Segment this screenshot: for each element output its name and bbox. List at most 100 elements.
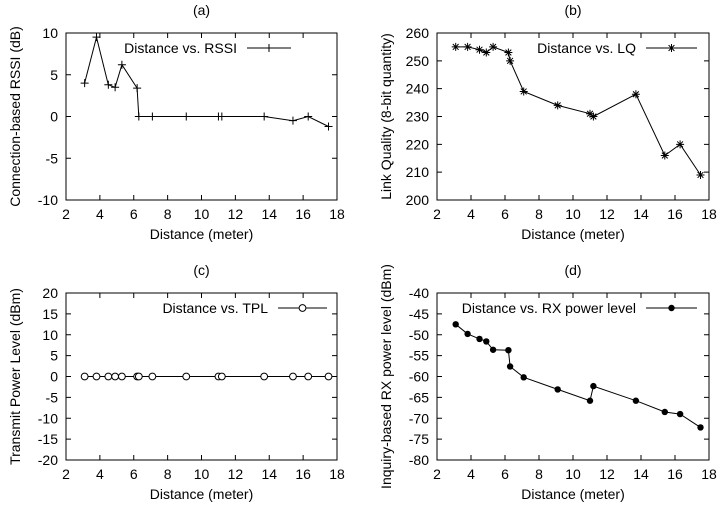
- panel-c-legend-label: Distance vs. TPL: [162, 300, 268, 316]
- panel-b-data-point: [506, 56, 515, 65]
- panel-d-data-point: [586, 397, 594, 404]
- panel-b-legend-label: Distance vs. LQ: [537, 40, 636, 56]
- panel-c-y-tick-label: -15: [38, 431, 58, 447]
- panel-c-y-tick-label: -20: [38, 452, 58, 468]
- panel-b-data-point: [482, 48, 491, 57]
- panel-c-data-point: [289, 372, 297, 381]
- panel-b-data-point: [504, 48, 513, 57]
- panel-c-x-tick-label: 12: [228, 466, 244, 482]
- panel-c-y-axis-title: Transmit Power Level (dBm): [7, 288, 23, 465]
- panel-d-data-point: [506, 363, 514, 370]
- panel-d-data-point: [505, 346, 512, 354]
- panel-c-legend-marker: [298, 304, 307, 312]
- panel-d-x-tick-label: 14: [633, 466, 649, 482]
- panel-c-x-tick-label: 8: [164, 466, 172, 482]
- panel-b-data-point: [451, 42, 460, 51]
- panel-b-data-point: [489, 42, 498, 51]
- panel-d-x-tick-label: 8: [535, 466, 543, 482]
- panel-d-y-tick-label: -65: [409, 389, 429, 405]
- panel-c-x-tick-label: 16: [295, 466, 311, 482]
- panel-a-data-point: [324, 122, 333, 131]
- panel-a-data-point: [92, 33, 101, 42]
- panel-c-x-axis-title: Distance (meter): [150, 486, 253, 502]
- panel-d-data-point: [590, 382, 597, 390]
- panel-d-x-tick-label: 2: [433, 466, 441, 482]
- panel-d-label: (d): [564, 262, 581, 278]
- panel-d-data-point: [476, 335, 483, 343]
- panel-a-y-tick-label: 10: [42, 25, 58, 41]
- panel-b-y-tick-label: 220: [406, 136, 430, 152]
- panel-b-x-tick-label: 6: [501, 206, 509, 222]
- panel-b-data-point: [475, 45, 484, 54]
- panel-a-data-point: [217, 112, 226, 121]
- panel-a-x-tick-label: 2: [62, 206, 70, 222]
- panel-d-data-point: [483, 338, 490, 345]
- panel-d-data-point: [554, 386, 561, 393]
- panel-b-data-point: [553, 101, 562, 110]
- panel-d-data-point: [520, 374, 527, 381]
- panel-a-y-tick-label: 5: [50, 67, 58, 83]
- panel-a-y-tick-label: -5: [46, 150, 59, 166]
- panel-a-data-point: [134, 112, 143, 121]
- panel-c-label: (c): [193, 262, 209, 278]
- panel-d-y-tick-label: -40: [409, 285, 429, 301]
- panel-c-y-tick-label: -5: [46, 389, 59, 405]
- panel-a-data-point: [80, 79, 89, 88]
- panel-a-x-axis-title: Distance (meter): [150, 226, 253, 242]
- panel-b-x-tick-label: 16: [667, 206, 683, 222]
- panel-d-y-tick-label: -70: [409, 410, 429, 426]
- panel-d-y-tick-label: -60: [409, 369, 429, 385]
- panel-c-y-tick-label: 0: [50, 369, 58, 385]
- panel-d-x-axis-title: Distance (meter): [521, 486, 624, 502]
- panel-b-data-point: [660, 151, 669, 160]
- panel-d-y-tick-label: -45: [409, 306, 429, 322]
- panel-d-x-tick-label: 16: [667, 466, 683, 482]
- panel-c-data-point: [80, 372, 89, 381]
- panel-c-x-tick-label: 4: [96, 466, 104, 482]
- panel-a-data-point: [148, 112, 157, 121]
- panel-b-x-tick-label: 18: [701, 206, 717, 222]
- panel-a-data-point: [304, 112, 313, 121]
- panel-a-y-axis-title: Connection-based RSSI (dB): [7, 26, 23, 207]
- panel-b-x-tick-label: 12: [599, 206, 615, 222]
- panel-d-data-point: [452, 321, 459, 328]
- panel-a-legend-marker: [265, 44, 273, 52]
- panel-d-y-tick-label: -80: [409, 452, 429, 468]
- panel-c-x-tick-label: 6: [130, 466, 138, 482]
- panel-b-frame: [436, 32, 710, 201]
- panel-a-legend-label: Distance vs. RSSI: [124, 40, 237, 56]
- panel-a-x-tick-label: 14: [261, 206, 277, 222]
- panel-c-data-point: [324, 372, 333, 381]
- panel-a-data-point: [104, 80, 113, 89]
- panel-c-data-point: [148, 372, 157, 381]
- panel-d-legend-label: Distance vs. RX power level: [462, 300, 636, 316]
- panel-d-frame: [436, 292, 710, 461]
- panel-a-x-tick-label: 12: [228, 206, 244, 222]
- panel-a-label: (a): [193, 2, 210, 18]
- panel-b-data-point: [586, 109, 594, 118]
- panel-b-data-point: [589, 112, 598, 121]
- panel-b-x-tick-label: 4: [467, 206, 475, 222]
- panel-d-data-point: [489, 346, 497, 353]
- panel-a-y-tick-label: -10: [38, 192, 58, 208]
- panel-c-data-point: [92, 372, 101, 381]
- panel-b-label: (b): [564, 2, 581, 18]
- panel-c-x-tick-label: 18: [329, 466, 345, 482]
- panel-d-data-point: [632, 397, 640, 404]
- panel-d-data-point: [676, 410, 684, 418]
- panel-d-data-point: [464, 330, 471, 338]
- panel-c-data-point: [182, 372, 191, 381]
- panel-a-x-tick-label: 8: [164, 206, 172, 222]
- panel-a-x-tick-label: 16: [295, 206, 311, 222]
- panel-c-data-point: [104, 372, 113, 381]
- panel-d-data-point: [661, 408, 668, 416]
- panel-a-x-tick-label: 6: [130, 206, 138, 222]
- panel-a-data-point: [260, 112, 269, 121]
- panel-b-legend-marker: [667, 44, 676, 52]
- panel-c-y-tick-label: 5: [50, 348, 58, 364]
- panel-d-x-tick-label: 12: [599, 466, 615, 482]
- panel-a-x-tick-label: 4: [96, 206, 104, 222]
- panel-b-x-tick-label: 14: [633, 206, 649, 222]
- panel-a-data-point: [288, 116, 297, 125]
